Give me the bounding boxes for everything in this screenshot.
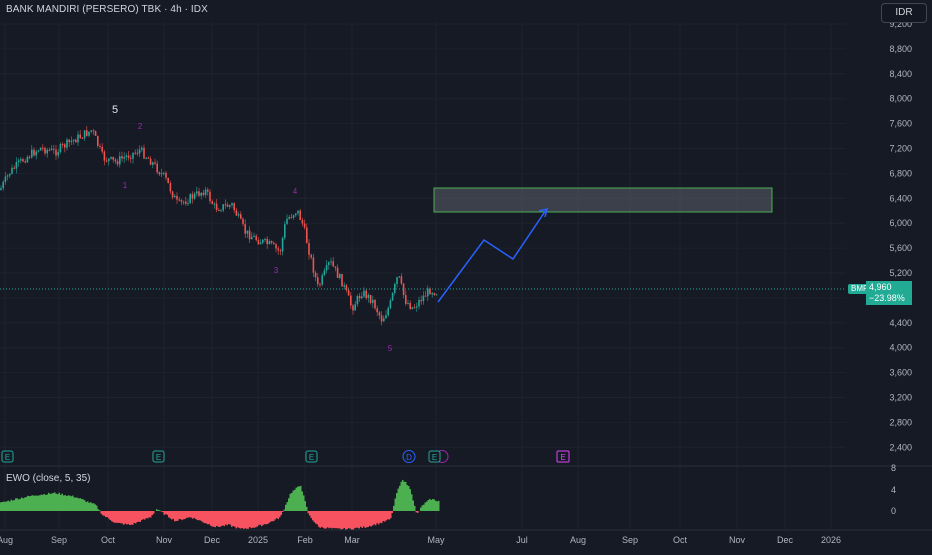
ewo-tick-label: 8 <box>891 463 896 473</box>
price-tick-label: 8,800 <box>889 44 912 54</box>
currency-button[interactable]: IDR <box>881 3 927 23</box>
price-tick-label: 2,400 <box>889 442 912 452</box>
svg-text:E: E <box>156 453 161 462</box>
time-tick-label: Aug <box>0 535 13 545</box>
time-tick-label: Feb <box>297 535 313 545</box>
last-price-value: 4,960 <box>869 282 909 293</box>
earnings-marker[interactable]: E <box>153 451 164 462</box>
time-tick-label: Nov <box>156 535 173 545</box>
event-markers: E E E D E E <box>2 451 569 463</box>
price-tick-label: 2,800 <box>889 417 912 427</box>
price-axis[interactable]: 9,2008,8008,4008,0007,6007,2006,8006,400… <box>889 19 912 452</box>
time-tick-label: May <box>427 535 445 545</box>
price-tick-label: 5,200 <box>889 268 912 278</box>
ewo-tick-label: 0 <box>891 506 896 516</box>
chart-title[interactable]: BANK MANDIRI (PERSERO) TBK · 4h · IDX <box>6 4 208 15</box>
earnings-marker[interactable]: E <box>306 451 317 462</box>
last-price-change: −23.98% <box>869 293 909 304</box>
svg-text:D: D <box>406 453 412 462</box>
price-tick-label: 8,400 <box>889 69 912 79</box>
time-tick-label: 2025 <box>248 535 268 545</box>
wave-label-major-5: 5 <box>112 104 118 116</box>
projection-path[interactable] <box>438 210 546 302</box>
ewo-axis[interactable]: 8 4 0 <box>891 463 896 516</box>
price-tick-label: 4,000 <box>889 343 912 353</box>
ewo-histogram <box>0 480 440 530</box>
price-tick-label: 6,000 <box>889 218 912 228</box>
last-price-label: 4,960 −23.98% <box>866 281 912 305</box>
price-tick-label: 6,800 <box>889 168 912 178</box>
dividend-marker[interactable]: D <box>403 451 415 463</box>
price-tick-label: 3,600 <box>889 368 912 378</box>
wave-label-minor-5: 5 <box>388 344 393 353</box>
grid <box>0 22 846 530</box>
price-tick-label: 3,200 <box>889 393 912 403</box>
time-tick-label: Aug <box>570 535 586 545</box>
svg-text:E: E <box>560 453 565 462</box>
price-tick-label: 4,400 <box>889 318 912 328</box>
wave-label-4: 4 <box>293 187 298 196</box>
price-tick-label: 5,600 <box>889 243 912 253</box>
wave-label-2: 2 <box>138 122 143 131</box>
time-tick-label: Sep <box>51 535 67 545</box>
price-tick-label: 6,400 <box>889 193 912 203</box>
time-tick-label: Nov <box>729 535 746 545</box>
earnings-marker[interactable]: E <box>429 451 448 463</box>
price-tick-label: 8,000 <box>889 94 912 104</box>
time-tick-label: Dec <box>777 535 794 545</box>
ewo-tick-label: 4 <box>891 485 896 495</box>
price-tick-label: 7,200 <box>889 144 912 154</box>
earnings-marker[interactable]: E <box>2 451 13 462</box>
time-tick-label: 2026 <box>821 535 841 545</box>
target-zone[interactable] <box>434 188 772 212</box>
wave-label-1: 1 <box>123 181 128 190</box>
indicator-legend[interactable]: EWO (close, 5, 35) <box>6 473 90 484</box>
price-tick-label: 7,600 <box>889 119 912 129</box>
time-tick-label: Mar <box>344 535 360 545</box>
time-tick-label: Oct <box>101 535 116 545</box>
time-tick-label: Sep <box>622 535 638 545</box>
earnings-marker-upcoming[interactable]: E <box>557 451 569 462</box>
time-tick-label: Jul <box>516 535 528 545</box>
time-tick-label: Dec <box>204 535 221 545</box>
time-tick-label: Oct <box>673 535 688 545</box>
svg-text:E: E <box>5 453 10 462</box>
candlestick-series <box>0 126 437 325</box>
svg-text:E: E <box>309 453 314 462</box>
svg-text:E: E <box>432 453 437 462</box>
wave-label-3: 3 <box>274 266 279 275</box>
time-axis[interactable]: Aug Sep Oct Nov Dec 2025 Feb Mar May Jul Aug Sep Oct… <box>0 535 841 545</box>
